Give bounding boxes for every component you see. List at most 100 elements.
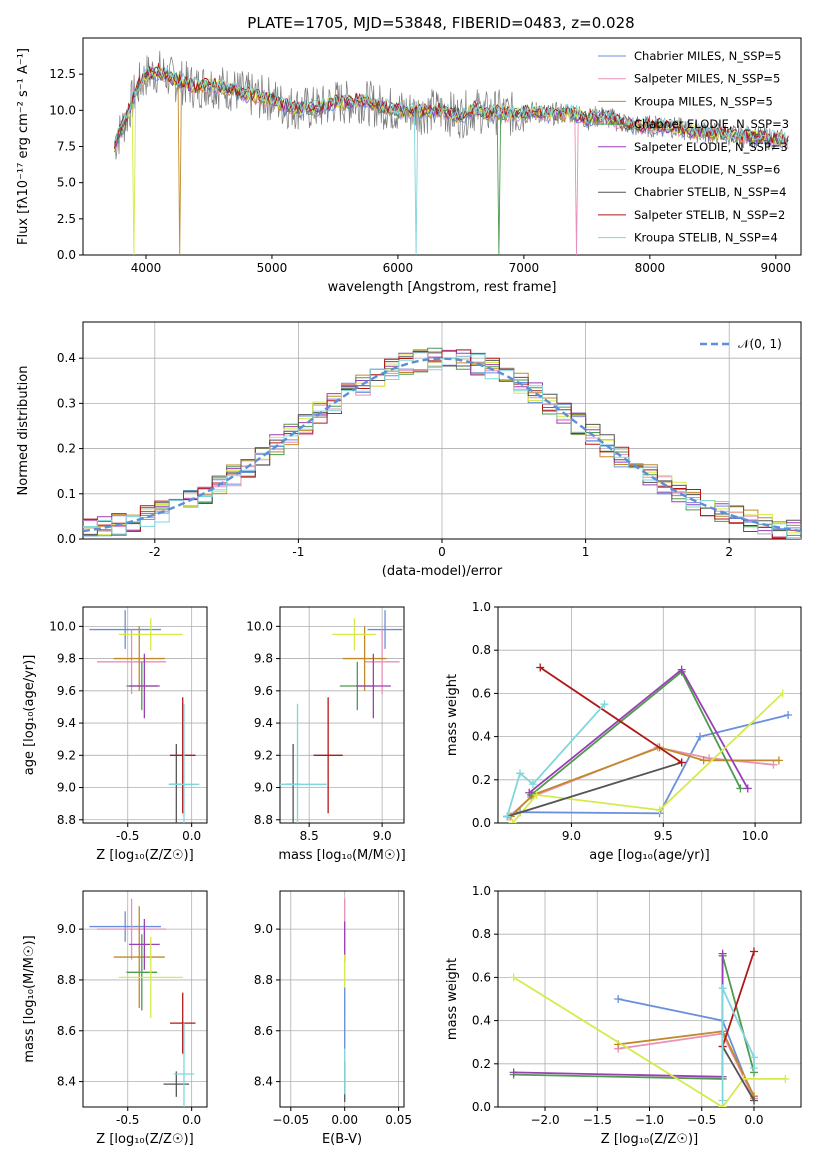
residuals-ytick-label: 0.2 xyxy=(57,442,76,456)
mass_vs_Z-xtick-label: -0.5 xyxy=(116,1113,139,1127)
weight-marker xyxy=(655,806,664,815)
weight_vs_age-frame xyxy=(497,606,802,824)
age_vs_Z-ytick-label: 10.0 xyxy=(49,619,76,633)
spectrum-ytick-label: 0.0 xyxy=(57,248,76,262)
age_vs_Z-xtick-label: 0.0 xyxy=(182,829,201,843)
weight-line xyxy=(510,746,779,818)
weight_vs_age-ytick-label: 0.0 xyxy=(472,816,491,830)
weight_vs_Z-xtick-label: −2.0 xyxy=(530,1113,559,1127)
normal-legend-label: 𝒩(0, 1) xyxy=(738,337,782,351)
weight_vs_Z-ytick-label: 0.4 xyxy=(472,1014,491,1028)
legend-label: Kroupa STELIB, N_SSP=4 xyxy=(634,231,778,245)
weight-marker xyxy=(749,1053,758,1062)
weight-marker xyxy=(677,758,686,767)
spectrum-ytick-label: 12.5 xyxy=(49,67,76,81)
weight_vs_age-ytick-label: 0.2 xyxy=(472,773,491,787)
residuals-xtick-label: 1 xyxy=(582,545,590,559)
weight-marker xyxy=(525,788,534,797)
mass_vs_ebv-xlabel: E(B-V) xyxy=(322,1132,362,1147)
residual-histogram xyxy=(83,352,801,539)
mass_vs_ebv-ytick-label: 8.6 xyxy=(254,1024,273,1038)
weight_vs_Z-ylabel: mass weight xyxy=(445,958,460,1040)
weight-marker xyxy=(718,984,727,993)
age_vs_mass-xtick-label: 8.5 xyxy=(300,829,319,843)
weight-marker xyxy=(503,812,512,821)
age_vs_mass-ytick-label: 10.0 xyxy=(246,619,273,633)
age_vs_mass-ytick-label: 8.8 xyxy=(254,813,273,827)
weight-marker xyxy=(696,732,704,741)
mass_vs_Z-ytick-label: 9.0 xyxy=(57,922,76,936)
weight-marker xyxy=(774,756,783,765)
age_vs_Z-xlabel: Z [log₁₀(Z/Z☉)] xyxy=(96,848,193,863)
spectrum-ytick-label: 2.5 xyxy=(57,212,76,226)
weight-marker xyxy=(769,760,778,769)
legend-label: Kroupa ELODIE, N_SSP=6 xyxy=(634,163,780,177)
spectrum-model-line xyxy=(114,63,789,149)
age_vs_mass-frame xyxy=(279,606,405,824)
residuals-ytick-label: 0.1 xyxy=(57,487,76,501)
weight-marker xyxy=(718,949,727,958)
weight-marker xyxy=(614,995,623,1003)
weight-marker xyxy=(699,756,708,765)
weight-line xyxy=(539,666,683,764)
weight-line xyxy=(513,976,786,1107)
weight-marker xyxy=(718,1096,727,1105)
mass_vs_ebv-ytick-label: 8.4 xyxy=(254,1075,273,1089)
legend-label: Chabrier ELODIE, N_SSP=3 xyxy=(634,117,789,131)
weight-marker xyxy=(509,973,518,982)
weight-marker xyxy=(749,947,758,956)
weight-marker xyxy=(736,784,745,793)
spectrum-xtick-label: 5000 xyxy=(257,261,288,275)
legend-label: Chabrier MILES, N_SSP=5 xyxy=(634,49,781,63)
spectrum-xtick-label: 9000 xyxy=(761,261,792,275)
legend-label: Salpeter ELODIE, N_SSP=3 xyxy=(634,140,788,154)
weight_vs_age-xlabel: age [log₁₀(age/yr)] xyxy=(589,848,710,863)
mass_vs_Z-ylabel: mass [log₁₀(M/M☉)] xyxy=(22,935,37,1062)
weight_vs_age-lines xyxy=(503,663,793,823)
weight-marker xyxy=(743,784,752,793)
legend-label: Kroupa MILES, N_SSP=5 xyxy=(634,94,773,108)
weight-line xyxy=(721,1046,755,1101)
age_vs_Z-ylabel: age [log₁₀(age/yr)] xyxy=(22,655,37,776)
weight_vs_age-ytick-label: 0.4 xyxy=(472,730,491,744)
weight-line xyxy=(528,668,749,794)
weight_vs_Z-ytick-label: 0.8 xyxy=(472,927,491,941)
weight_vs_Z-xtick-label: −1.0 xyxy=(635,1113,664,1127)
mass_vs_Z-points xyxy=(89,898,196,1107)
weight-line xyxy=(506,761,682,818)
weight-line xyxy=(506,703,606,817)
spectrum-xtick-label: 7000 xyxy=(509,261,540,275)
weight-line xyxy=(512,692,784,823)
residuals-xtick-label: 2 xyxy=(725,545,733,559)
weight_vs_age-ytick-label: 0.6 xyxy=(472,686,491,700)
mass_vs_Z-ytick-label: 8.8 xyxy=(57,973,76,987)
mass_vs_Z-xlabel: Z [log₁₀(Z/Z☉)] xyxy=(96,1132,193,1147)
age_vs_Z-frame xyxy=(82,606,208,824)
weight-marker xyxy=(781,1074,790,1083)
weight_vs_Z-ytick-label: 0.6 xyxy=(472,970,491,984)
legend-label: Salpeter STELIB, N_SSP=2 xyxy=(634,208,785,222)
residuals-xtick-label: -2 xyxy=(149,545,161,559)
weight_vs_age-xtick-label: 10.0 xyxy=(742,829,769,843)
mass_vs_Z-ytick-label: 8.4 xyxy=(57,1075,76,1089)
age_vs_mass-ytick-label: 9.6 xyxy=(254,684,273,698)
residual-histogram xyxy=(83,349,801,539)
age_vs_mass-points xyxy=(280,610,403,823)
spectrum-frame xyxy=(82,37,802,256)
mass_vs_Z-ytick-label: 8.6 xyxy=(57,1024,76,1038)
weight_vs_Z-lines xyxy=(509,947,790,1107)
residuals-xlabel: (data-model)/error xyxy=(382,564,503,579)
age_vs_Z-ytick-label: 9.8 xyxy=(57,652,76,666)
legend-label: Salpeter MILES, N_SSP=5 xyxy=(634,72,780,86)
weight_vs_age-ytick-label: 1.0 xyxy=(472,600,491,614)
weight_vs_Z-ytick-label: 1.0 xyxy=(472,884,491,898)
mass_vs_Z-frame xyxy=(82,890,208,1108)
age_vs_Z-xtick-label: -0.5 xyxy=(116,829,139,843)
spectrum-xtick-label: 4000 xyxy=(131,261,162,275)
spectrum-lines xyxy=(114,50,789,255)
weight_vs_age-ylabel: mass weight xyxy=(445,674,460,756)
weight_vs_Z-xlabel: Z [log₁₀(Z/Z☉)] xyxy=(601,1132,698,1147)
age_vs_mass-ytick-label: 9.0 xyxy=(254,781,273,795)
weight-line xyxy=(508,746,774,818)
mass_vs_ebv-ytick-label: 8.8 xyxy=(254,973,273,987)
